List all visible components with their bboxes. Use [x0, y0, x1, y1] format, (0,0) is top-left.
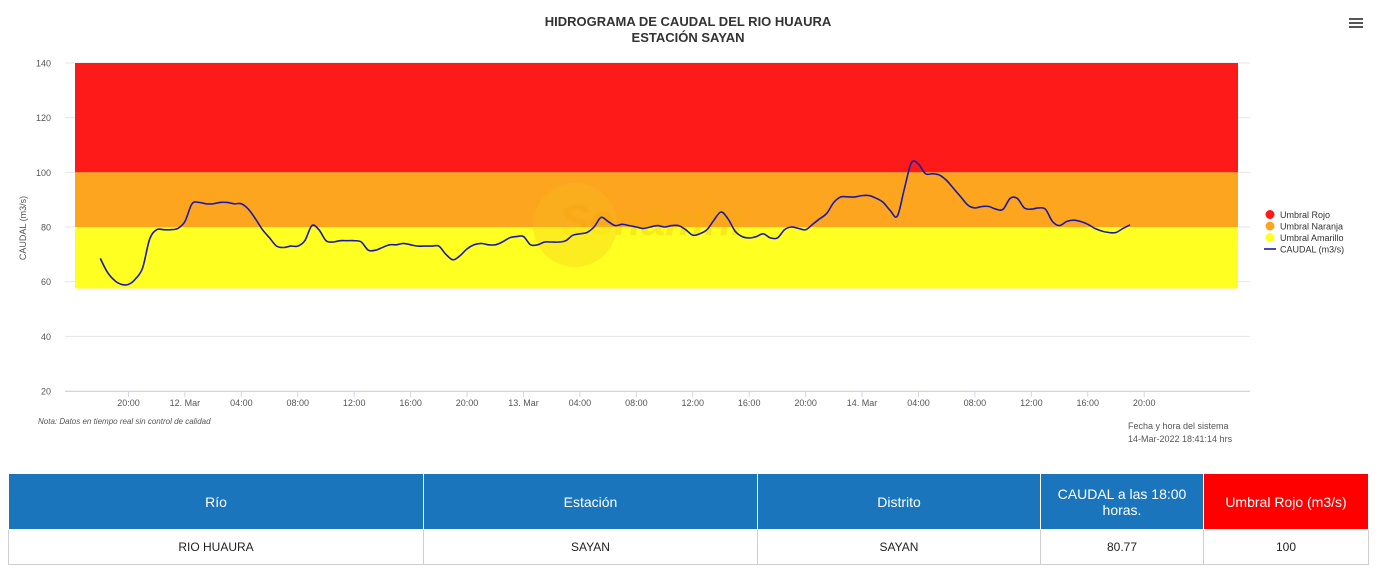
menu-icon — [1349, 18, 1363, 20]
watermark-text: Senamhi — [560, 196, 744, 245]
x-tick-label: 04:00 — [907, 398, 930, 408]
x-tick-label: 14. Mar — [847, 398, 878, 408]
legend-marker — [1265, 210, 1275, 219]
system-time-value: 14-Mar-2022 18:41:14 hrs — [1128, 434, 1233, 444]
header-rio: Río — [8, 473, 424, 530]
legend-label: Umbral Rojo — [1280, 210, 1330, 220]
chart-svg: Senamhi 20 40 60 80 100 120 140 20:00 12. Mar 04:0… — [18, 14, 1344, 444]
legend-marker — [1265, 221, 1275, 231]
y-tick-label: 140 — [36, 59, 51, 69]
table-row: RIO HUAURA SAYAN SAYAN 80.77 100 — [8, 529, 1369, 565]
y-tick-label: 80 — [41, 223, 51, 233]
legend-marker — [1265, 233, 1275, 242]
header-caudal: CAUDAL a las 18:00 horas. — [1040, 473, 1204, 530]
x-tick-label: 16:00 — [738, 398, 761, 408]
x-tick-label: 08:00 — [625, 398, 648, 408]
y-tick-label: 20 — [41, 387, 51, 397]
cell-caudal: 80.77 — [1040, 529, 1204, 565]
x-tick-label: 04:00 — [569, 398, 592, 408]
x-tick-label: 20:00 — [794, 398, 817, 408]
legend-label: Umbral Naranja — [1280, 222, 1343, 232]
system-time-label: Fecha y hora del sistema — [1128, 421, 1229, 431]
y-tick-label: 120 — [36, 113, 51, 123]
x-tick-label: 08:00 — [287, 398, 310, 408]
y-tick-label: 100 — [36, 168, 51, 178]
y-axis-title: CAUDAL (m3/s) — [18, 196, 28, 260]
x-tick-label: 20:00 — [456, 398, 479, 408]
x-tick-label: 12:00 — [1020, 398, 1043, 408]
station-table: Río Estación Distrito CAUDAL a las 18:00… — [8, 473, 1369, 565]
legend-label: CAUDAL (m3/s) — [1280, 245, 1344, 255]
x-tick-label: 13. Mar — [508, 398, 539, 408]
y-tick-label: 40 — [41, 332, 51, 342]
senamhi-watermark: Senamhi — [533, 183, 744, 267]
cell-estacion: SAYAN — [423, 529, 758, 565]
sun-logo-icon — [533, 183, 617, 267]
series-line-caudal — [99, 160, 1131, 286]
hydrograph-chart: Senamhi 20 40 60 80 100 120 140 20:00 12. Mar 04:0… — [18, 14, 1363, 444]
x-tick-label: 16:00 — [399, 398, 422, 408]
x-tick-label: 20:00 — [117, 398, 140, 408]
chart-title: HIDROGRAMA DE CAUDAL DEL RIO HUAURA — [545, 14, 832, 29]
band-umbral-rojo — [75, 63, 1238, 173]
band-umbral-naranja — [75, 172, 1238, 227]
x-tick-label: 08:00 — [964, 398, 987, 408]
cell-distrito: SAYAN — [757, 529, 1041, 565]
y-tick-label: 60 — [41, 277, 51, 287]
x-tick-label: 04:00 — [230, 398, 253, 408]
legend-label: Umbral Amarillo — [1280, 233, 1344, 243]
x-tick-label: 20:00 — [1133, 398, 1156, 408]
header-distrito: Distrito — [757, 473, 1041, 530]
header-umbral-rojo: Umbral Rojo (m3/s) — [1203, 473, 1369, 530]
header-estacion: Estación — [423, 473, 758, 530]
table-header-row: Río Estación Distrito CAUDAL a las 18:00… — [8, 473, 1369, 530]
x-tick-label: 12:00 — [682, 398, 705, 408]
x-tick-label: 12. Mar — [170, 398, 201, 408]
x-tick-label: 12:00 — [343, 398, 366, 408]
chart-menu-button[interactable] — [1349, 16, 1363, 30]
cell-umbral-rojo: 100 — [1203, 529, 1369, 565]
quality-note: Nota: Datos en tiempo real sin control d… — [38, 417, 211, 426]
x-tick-label: 16:00 — [1077, 398, 1100, 408]
chart-subtitle: ESTACIÓN SAYAN — [632, 30, 745, 45]
cell-rio: RIO HUAURA — [8, 529, 424, 565]
